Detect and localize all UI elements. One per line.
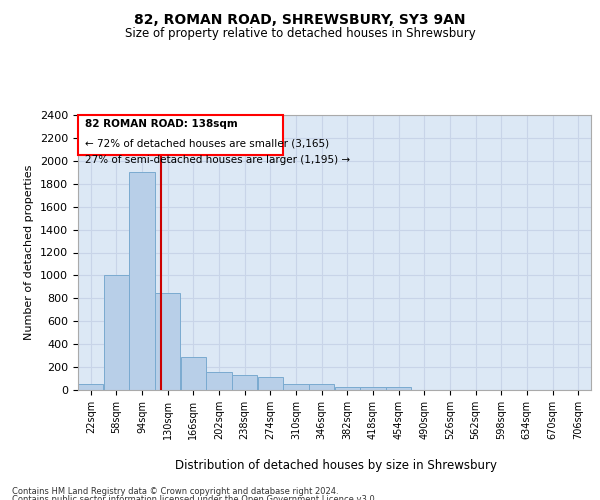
- Bar: [206, 372, 232, 390]
- Text: Size of property relative to detached houses in Shrewsbury: Size of property relative to detached ho…: [125, 28, 475, 40]
- Text: Contains HM Land Registry data © Crown copyright and database right 2024.: Contains HM Land Registry data © Crown c…: [12, 488, 338, 496]
- Bar: [130, 172, 155, 390]
- Bar: [155, 292, 181, 390]
- Text: Distribution of detached houses by size in Shrewsbury: Distribution of detached houses by size …: [175, 460, 497, 472]
- Text: Contains public sector information licensed under the Open Government Licence v3: Contains public sector information licen…: [12, 495, 377, 500]
- Bar: [104, 276, 129, 390]
- Bar: [232, 375, 257, 390]
- Bar: [181, 357, 206, 390]
- Text: 82, ROMAN ROAD, SHREWSBURY, SY3 9AN: 82, ROMAN ROAD, SHREWSBURY, SY3 9AN: [134, 12, 466, 26]
- Bar: [309, 384, 334, 390]
- Text: 82 ROMAN ROAD: 138sqm: 82 ROMAN ROAD: 138sqm: [85, 119, 238, 129]
- Text: ← 72% of detached houses are smaller (3,165): ← 72% of detached houses are smaller (3,…: [85, 138, 329, 148]
- Y-axis label: Number of detached properties: Number of detached properties: [25, 165, 34, 340]
- Bar: [335, 387, 360, 390]
- Bar: [258, 378, 283, 390]
- Bar: [283, 384, 308, 390]
- Bar: [386, 387, 411, 390]
- Text: 27% of semi-detached houses are larger (1,195) →: 27% of semi-detached houses are larger (…: [85, 155, 350, 165]
- Bar: [361, 387, 386, 390]
- Bar: [78, 384, 103, 390]
